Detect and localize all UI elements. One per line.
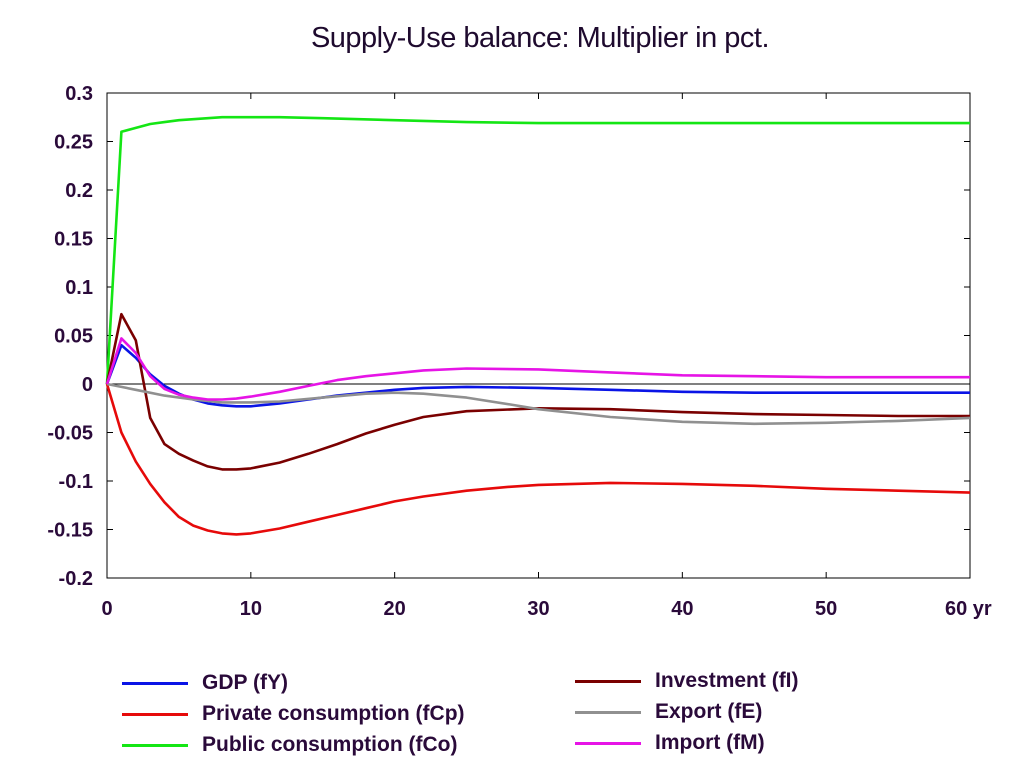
y-tick-label: 0.25 [54, 132, 93, 154]
series-line-4 [106, 382, 971, 426]
y-tick-label: 0 [82, 374, 93, 396]
series-line-2 [105, 115, 970, 385]
y-tick-label: 0.3 [65, 83, 93, 105]
y-tick-label: -0.2 [59, 568, 93, 590]
series-line-3 [105, 312, 970, 471]
plot-frame [106, 92, 971, 579]
x-tick-label: 50 [815, 598, 837, 620]
y-tick-label: -0.05 [47, 423, 93, 445]
series-line-0 [105, 343, 970, 408]
y-tick-label: 0.15 [54, 229, 93, 251]
y-tick-label: -0.1 [59, 471, 93, 493]
x-tick-label: 20 [384, 598, 406, 620]
x-tick-label: 0 [101, 598, 112, 620]
x-tick-label: 30 [527, 598, 549, 620]
y-tick-label: 0.05 [54, 326, 93, 348]
y-tick-label: 0.2 [65, 180, 93, 202]
series-line-1 [105, 383, 971, 536]
y-tick-label: -0.15 [47, 520, 93, 542]
chart-title: Supply-Use balance: Multiplier in pct. [310, 22, 770, 54]
x-tick-label: 60 yr [945, 598, 992, 620]
x-tick-label: 40 [671, 598, 693, 620]
y-tick-label: 0.1 [65, 277, 93, 299]
tick-layer: 0.3 0.25 0.2 0.15 0.1 0.05 0 -0.05 -0.1 -0.15 -0.2… [47, 83, 992, 620]
series-line-5 [105, 337, 970, 401]
series-layer [105, 115, 971, 536]
axes-layer [106, 92, 971, 579]
x-tick-label: 10 [240, 598, 262, 620]
